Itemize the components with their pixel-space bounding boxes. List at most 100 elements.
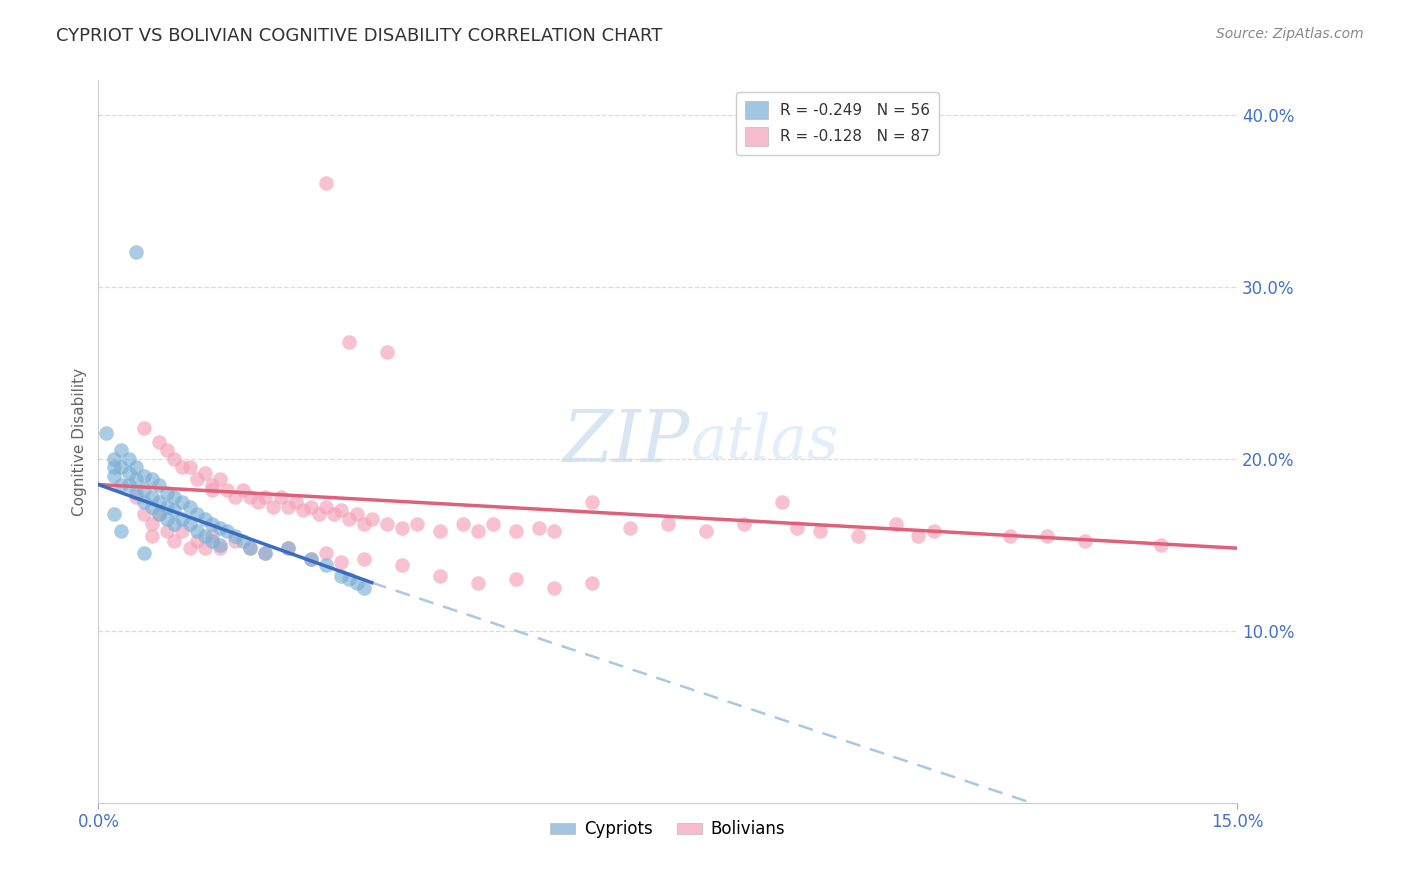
Point [179,541,201,556]
Point [201,534,224,549]
Text: Source: ZipAtlas.com: Source: ZipAtlas.com [1216,27,1364,41]
Point [194,541,217,556]
Point [141,490,163,504]
Point [270,490,292,504]
Point [429,568,451,582]
Point [141,529,163,543]
Point [208,538,231,552]
Point [186,472,208,486]
Point [322,507,344,521]
Point [118,451,141,466]
Point [315,500,337,514]
Point [360,512,382,526]
Point [308,507,330,521]
Point [391,520,413,534]
Point [186,534,208,549]
Point [657,517,679,532]
Point [346,507,368,521]
Point [884,517,907,532]
Point [277,541,299,556]
Point [505,572,527,586]
Point [125,460,148,475]
Point [148,477,170,491]
Point [375,345,398,359]
Point [148,507,170,521]
Y-axis label: Cognitive Disability: Cognitive Disability [72,368,87,516]
Point [163,490,186,504]
Point [292,503,315,517]
Point [770,494,793,508]
Point [254,490,277,504]
Point [998,529,1021,543]
Point [232,534,254,549]
Legend: Cypriots, Bolivians: Cypriots, Bolivians [544,814,792,845]
Text: CYPRIOT VS BOLIVIAN COGNITIVE DISABILITY CORRELATION CHART: CYPRIOT VS BOLIVIAN COGNITIVE DISABILITY… [56,27,662,45]
Text: ZIP: ZIP [564,406,690,477]
Point [619,520,641,534]
Point [194,529,217,543]
Point [118,466,141,480]
Point [103,507,125,521]
Point [125,472,148,486]
Point [208,520,231,534]
Point [277,500,299,514]
Point [163,534,186,549]
Point [103,469,125,483]
Point [110,460,132,475]
Point [103,451,125,466]
Point [391,558,413,573]
Point [170,524,193,538]
Point [148,494,170,508]
Point [224,529,246,543]
Point [170,460,193,475]
Point [330,555,353,569]
Point [330,503,353,517]
Point [846,529,869,543]
Point [239,541,262,556]
Point [246,494,269,508]
Point [353,581,375,595]
Point [337,572,360,586]
Point [239,541,262,556]
Point [132,494,155,508]
Point [277,541,299,556]
Point [148,507,170,521]
Point [1036,529,1059,543]
Point [375,517,398,532]
Point [217,483,239,497]
Point [482,517,505,532]
Point [299,551,322,566]
Point [179,500,201,514]
Point [110,443,132,458]
Point [132,469,155,483]
Point [224,534,246,549]
Point [299,551,322,566]
Point [922,524,945,538]
Point [581,575,603,590]
Point [163,503,186,517]
Point [346,575,368,590]
Point [232,483,254,497]
Point [406,517,429,532]
Point [201,477,224,491]
Point [315,558,337,573]
Point [695,524,717,538]
Point [808,524,831,538]
Point [299,500,322,514]
Point [201,483,224,497]
Point [156,524,179,538]
Point [733,517,755,532]
Point [156,500,179,514]
Point [201,529,224,543]
Point [429,524,451,538]
Point [118,477,141,491]
Point [208,472,231,486]
Point [786,520,808,534]
Point [170,494,193,508]
Point [239,490,262,504]
Point [186,524,208,538]
Point [110,477,132,491]
Point [527,520,550,534]
Point [451,517,474,532]
Point [353,551,375,566]
